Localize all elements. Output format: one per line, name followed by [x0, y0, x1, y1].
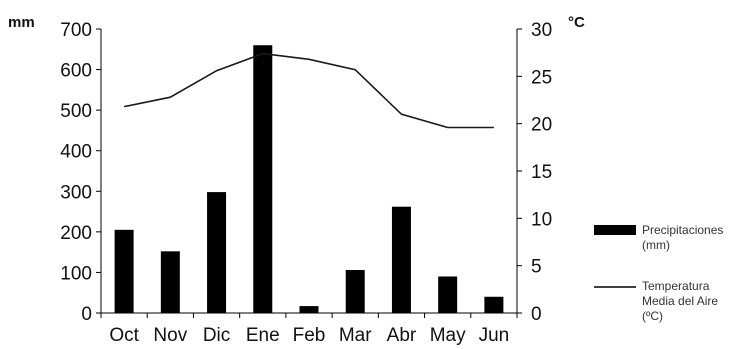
precipitation-bar [484, 296, 504, 313]
x-axis-tick-label: Abr [387, 325, 417, 346]
precipitation-bar [299, 306, 319, 313]
precipitation-bar [160, 251, 180, 313]
right-axis-tick-label: 20 [531, 115, 552, 136]
right-axis-tick-label: 25 [531, 67, 552, 88]
x-axis-tick-label: Nov [153, 325, 187, 346]
left-axis-tick-label: 200 [60, 223, 92, 244]
precipitation-bar [391, 206, 411, 313]
x-axis-tick-label: Jun [479, 325, 510, 346]
right-axis-tick-label: 15 [531, 162, 552, 183]
left-axis-unit-label: mm [8, 14, 35, 31]
legend-temperature-label: Temperatura [642, 279, 710, 293]
left-axis-tick-label: 500 [60, 101, 92, 122]
precipitation-bar [207, 192, 227, 313]
right-y-axis: 0 5 10 15 20 25 30 [516, 20, 552, 325]
legend-temperature-label: Media del Aire [642, 294, 718, 308]
precipitation-bar [253, 45, 273, 313]
legend-precipitation-label: (mm) [642, 238, 670, 252]
left-axis-tick-label: 100 [60, 263, 92, 284]
x-axis-tick-label: Ene [246, 325, 280, 346]
right-axis-tick-label: 30 [531, 20, 552, 41]
x-axis-tick-label: Oct [109, 325, 139, 346]
legend-temperature-label: (ºC) [642, 309, 663, 323]
x-axis-tick-label: May [430, 325, 466, 346]
precipitation-bars [114, 45, 504, 313]
x-axis-tick-label: Dic [203, 325, 230, 346]
right-axis-tick-label: 5 [531, 257, 542, 278]
left-y-axis: 0 100 200 300 400 500 600 700 [60, 20, 102, 325]
left-axis-tick-label: 700 [60, 20, 92, 41]
temperature-line [123, 52, 494, 129]
legend-bar-swatch [594, 225, 636, 235]
precipitation-bar [438, 276, 458, 313]
left-axis-tick-label: 300 [60, 182, 92, 203]
precipitation-bar [345, 269, 365, 313]
x-axis-tick-label: Mar [339, 325, 372, 346]
x-axis-tick-label: Feb [293, 325, 326, 346]
legend-precipitation-label: Precipitaciones [642, 223, 723, 237]
right-axis-unit-label: °C [568, 14, 585, 31]
right-axis-tick-label: 10 [531, 209, 552, 230]
left-axis-tick-label: 0 [81, 304, 92, 325]
left-axis-tick-label: 600 [60, 61, 92, 82]
precipitation-bar [114, 229, 134, 313]
right-axis-tick-label: 0 [531, 304, 542, 325]
x-axis: Oct Nov Dic Ene Feb Mar Abr May Jun [100, 312, 518, 346]
left-axis-tick-label: 400 [60, 142, 92, 163]
